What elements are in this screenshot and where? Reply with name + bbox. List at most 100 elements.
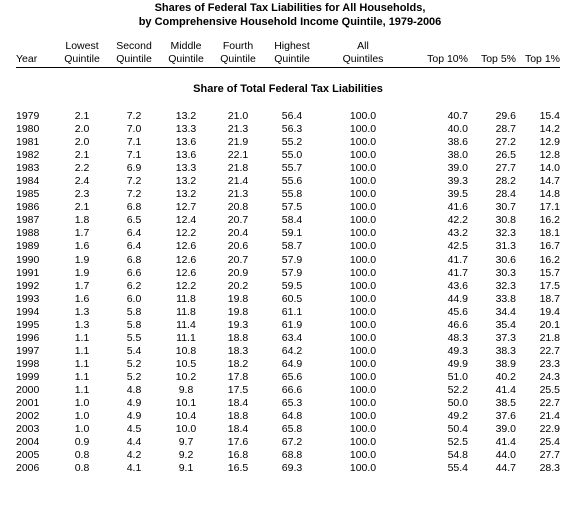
- cell-top-5: 31.3: [495, 240, 516, 253]
- cell-all-quintiles: 100.0: [349, 449, 377, 462]
- cell-second-quintile: 7.2: [126, 110, 142, 122]
- cell-top-1: 18.7: [539, 292, 560, 305]
- cell-second-quintile: 7.2: [126, 175, 142, 188]
- cell-top-10: 49.3: [447, 344, 468, 357]
- cell-middle-quintile: 13.3: [175, 162, 197, 175]
- cell-second-quintile: 4.9: [126, 410, 142, 423]
- cell-top-10: 43.2: [447, 227, 468, 240]
- table-row: 2002 1.0 4.9 10.4 18.8 64.8 100.0 49.2 37.6 21.4: [16, 410, 560, 423]
- table-row: 1987 1.8 6.5 12.4 20.7 58.4 100.0 42.2 30.8 16.2: [16, 214, 560, 227]
- cell-top-10: 46.6: [447, 318, 468, 331]
- cell-fourth-quintile: 18.8: [227, 410, 249, 423]
- cell-all-quintiles: 100.0: [349, 305, 377, 318]
- cell-top-10: 42.2: [447, 214, 468, 227]
- cell-year: 1994: [16, 305, 40, 318]
- header-highest-quintile-top: Highest: [274, 40, 310, 52]
- cell-fourth-quintile: 21.4: [227, 175, 249, 188]
- cell-all-quintiles: 100.0: [349, 253, 377, 266]
- cell-fourth-quintile: 20.6: [227, 240, 249, 253]
- cell-lowest-quintile: 1.0: [74, 410, 90, 423]
- table-row: 1985 2.3 7.2 13.2 21.3 55.8 100.0 39.5 28.4 14.8: [16, 188, 560, 201]
- cell-top-1: 14.8: [539, 188, 560, 201]
- cell-lowest-quintile: 1.9: [74, 266, 90, 279]
- cell-lowest-quintile: 2.3: [74, 188, 90, 201]
- table-row: 1983 2.2 6.9 13.3 21.8 55.7 100.0 39.0 27.7 14.0: [16, 162, 560, 175]
- cell-lowest-quintile: 1.3: [74, 305, 90, 318]
- cell-year: 1995: [16, 318, 40, 331]
- cell-top-5: 39.0: [495, 423, 516, 436]
- cell-all-quintiles: 100.0: [349, 123, 377, 136]
- cell-middle-quintile: 10.1: [175, 397, 197, 410]
- cell-year: 1988: [16, 227, 40, 240]
- cell-highest-quintile: 61.9: [281, 318, 303, 331]
- cell-top-1: 22.7: [539, 397, 560, 410]
- cell-highest-quintile: 57.5: [281, 201, 303, 214]
- header-row-top: Lowest Second Middle Fourth Highest All: [16, 40, 560, 53]
- cell-second-quintile: 5.2: [126, 370, 142, 383]
- header-lowest-quintile: Quintile: [56, 53, 108, 68]
- cell-top-10: 38.6: [447, 136, 468, 149]
- table-row: 2006 0.8 4.1 9.1 16.5 69.3 100.0 55.4 44.7 28.3: [16, 462, 560, 475]
- cell-second-quintile: 5.2: [126, 357, 142, 370]
- cell-lowest-quintile: 1.8: [74, 214, 90, 227]
- cell-fourth-quintile: 20.2: [227, 279, 249, 292]
- cell-year: 1993: [16, 292, 40, 305]
- cell-year: 1987: [16, 214, 40, 227]
- header-fourth-quintile: Quintile: [212, 53, 264, 68]
- cell-second-quintile: 6.8: [126, 201, 142, 214]
- cell-middle-quintile: 12.2: [175, 227, 197, 240]
- cell-highest-quintile: 55.2: [281, 136, 303, 149]
- cell-top-10: 38.0: [447, 149, 468, 162]
- cell-lowest-quintile: 1.0: [74, 397, 90, 410]
- cell-top-5: 38.3: [495, 344, 516, 357]
- cell-lowest-quintile: 2.0: [74, 136, 90, 149]
- cell-top-5: 30.6: [495, 253, 516, 266]
- cell-all-quintiles: 100.0: [349, 162, 377, 175]
- cell-year: 1986: [16, 201, 40, 214]
- cell-middle-quintile: 13.3: [175, 123, 197, 136]
- cell-lowest-quintile: 0.9: [74, 436, 90, 449]
- cell-top-1: 20.1: [539, 318, 560, 331]
- cell-fourth-quintile: 19.8: [227, 305, 249, 318]
- cell-top-10: 39.0: [447, 162, 468, 175]
- cell-middle-quintile: 12.2: [175, 279, 197, 292]
- cell-top-10: 52.2: [447, 383, 468, 396]
- cell-year: 1982: [16, 149, 40, 162]
- cell-second-quintile: 5.5: [126, 331, 142, 344]
- cell-top-10: 52.5: [447, 436, 468, 449]
- cell-fourth-quintile: 20.4: [227, 227, 249, 240]
- cell-fourth-quintile: 17.8: [227, 370, 249, 383]
- cell-year: 2005: [16, 449, 40, 462]
- table-row: 2005 0.8 4.2 9.2 16.8 68.8 100.0 54.8 44.0 27.7: [16, 449, 560, 462]
- cell-all-quintiles: 100.0: [349, 149, 377, 162]
- header-highest-quintile: Quintile: [264, 53, 320, 68]
- cell-highest-quintile: 64.2: [281, 344, 303, 357]
- table-row: 1995 1.3 5.8 11.4 19.3 61.9 100.0 46.6 35.4 20.1: [16, 319, 560, 332]
- cell-fourth-quintile: 21.3: [227, 188, 249, 201]
- cell-middle-quintile: 13.2: [175, 188, 197, 201]
- cell-top-10: 41.7: [447, 253, 468, 266]
- cell-all-quintiles: 100.0: [349, 279, 377, 292]
- table-row: 1986 2.1 6.8 12.7 20.8 57.5 100.0 41.6 30.7 17.1: [16, 201, 560, 214]
- cell-top-5: 27.7: [495, 162, 516, 175]
- cell-highest-quintile: 67.2: [281, 436, 303, 449]
- cell-lowest-quintile: 1.7: [74, 227, 90, 240]
- cell-year: 2000: [16, 383, 40, 396]
- cell-lowest-quintile: 1.1: [74, 370, 90, 383]
- cell-top-1: 28.3: [539, 462, 560, 475]
- header-top-5-top: [468, 40, 516, 53]
- table-row: 2001 1.0 4.9 10.1 18.4 65.3 100.0 50.0 38.5 22.7: [16, 397, 560, 410]
- cell-top-10: 49.2: [447, 410, 468, 423]
- cell-all-quintiles: 100.0: [349, 370, 377, 383]
- cell-top-10: 44.9: [447, 292, 468, 305]
- cell-highest-quintile: 56.4: [281, 110, 303, 122]
- cell-all-quintiles: 100.0: [349, 423, 377, 436]
- cell-year: 1983: [16, 162, 40, 175]
- header-all-quintiles-top: All: [357, 40, 369, 52]
- cell-all-quintiles: 100.0: [349, 136, 377, 149]
- cell-fourth-quintile: 17.5: [227, 383, 249, 396]
- cell-highest-quintile: 60.5: [281, 292, 303, 305]
- cell-lowest-quintile: 1.9: [74, 253, 90, 266]
- cell-top-5: 38.5: [495, 397, 516, 410]
- header-second-quintile-top: Second: [116, 40, 152, 52]
